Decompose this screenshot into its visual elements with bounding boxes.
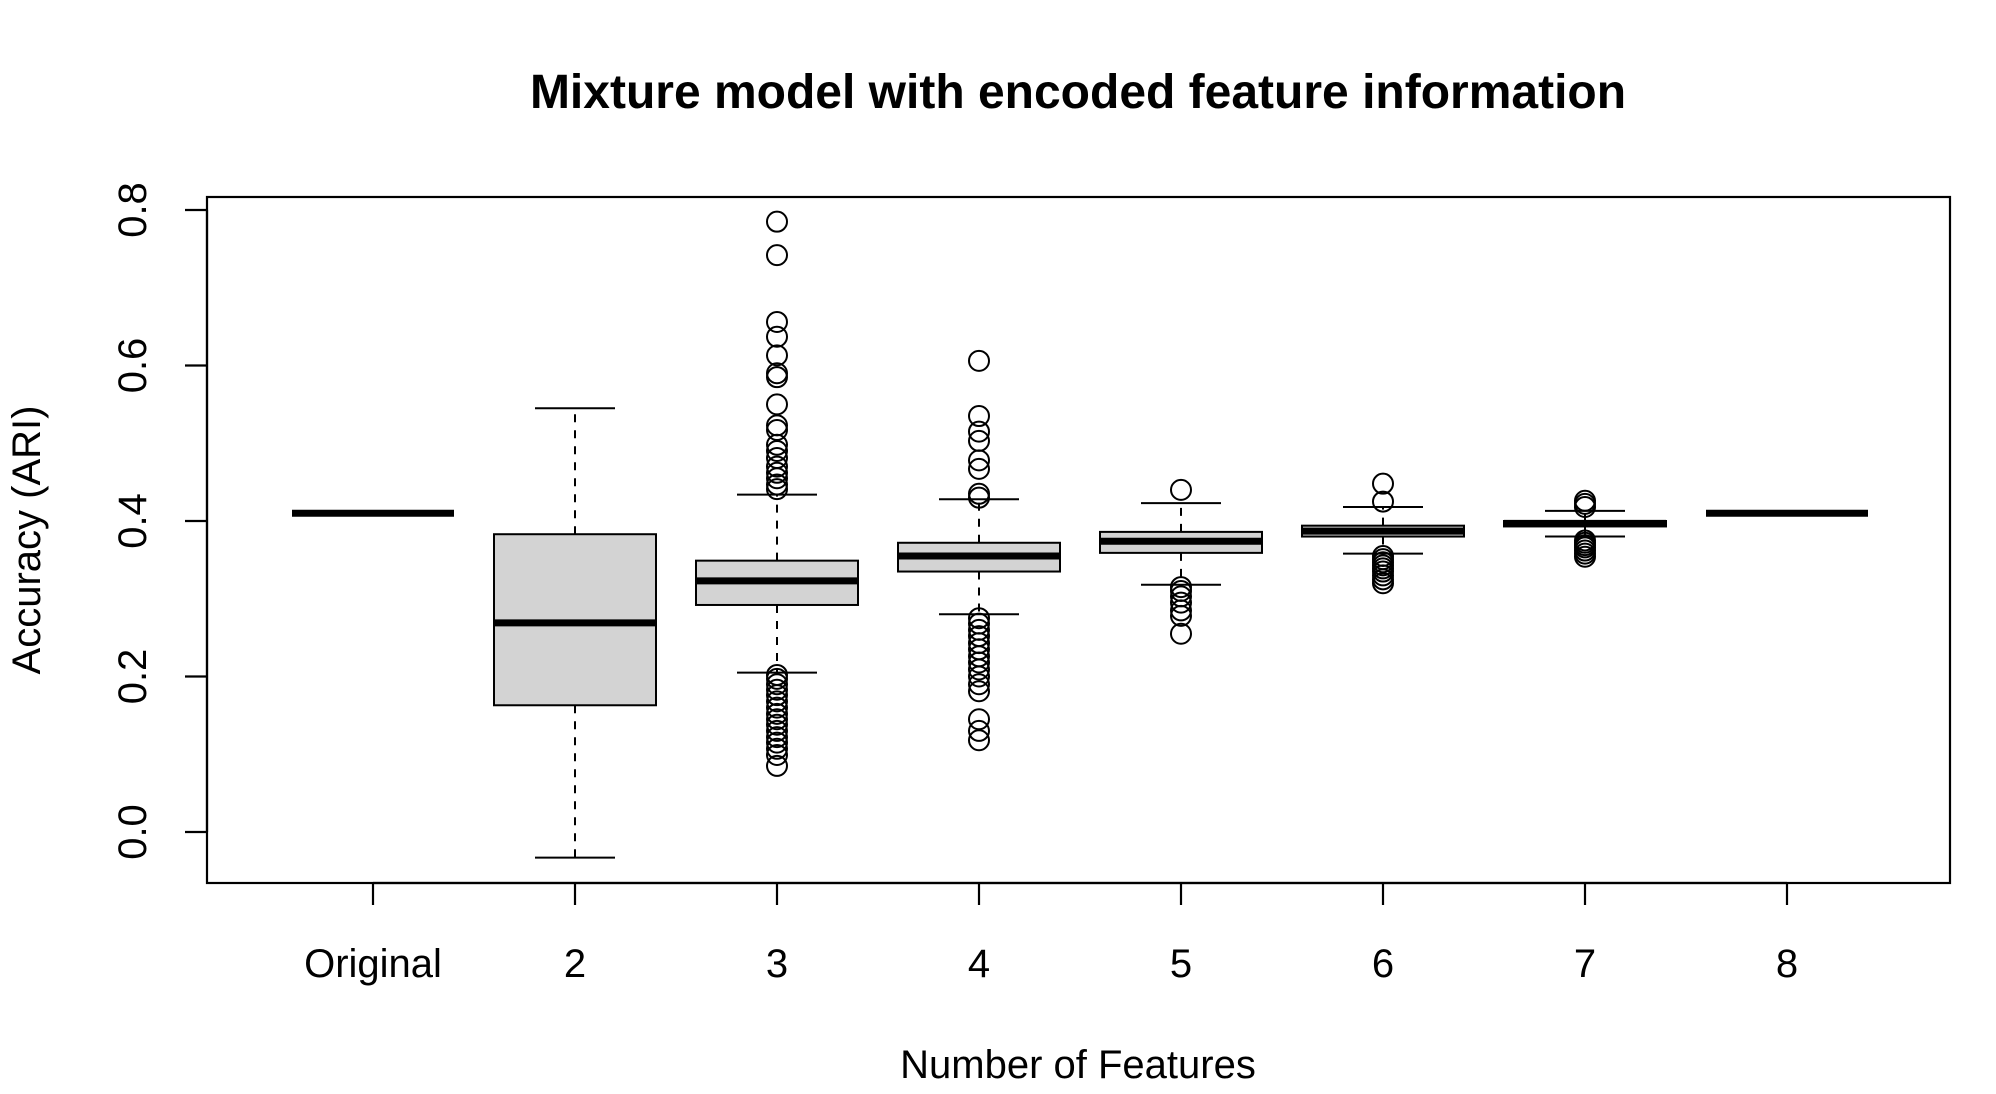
outlier-point: [968, 420, 990, 443]
chart-title: Mixture model with encoded feature infor…: [530, 66, 1626, 119]
box-6: [1301, 472, 1465, 595]
outlier-point: [766, 696, 788, 719]
y-tick-label: 0.6: [111, 338, 155, 394]
outlier-point: [766, 455, 788, 478]
x-tick-label: 8: [1776, 942, 1798, 986]
box-2: [493, 407, 657, 859]
x-tick-label: 6: [1372, 942, 1394, 986]
x-tick-label: 3: [766, 942, 788, 986]
outlier-point: [968, 405, 990, 428]
outlier-point: [766, 673, 788, 696]
y-tick-label: 0.0: [111, 804, 155, 860]
y-tick-label: 0.2: [111, 649, 155, 705]
outlier-point: [766, 737, 788, 760]
outlier-point: [1574, 496, 1596, 519]
outlier-point: [1170, 478, 1192, 501]
outlier-point: [766, 473, 788, 496]
outlier-point: [1372, 490, 1394, 513]
outlier-point: [1170, 591, 1192, 614]
y-tick-label: 0.8: [111, 182, 155, 238]
box-7: [1503, 489, 1667, 568]
outlier-point: [766, 325, 788, 348]
outlier-point: [1170, 599, 1192, 622]
outlier-point: [766, 433, 788, 456]
outlier-point: [766, 731, 788, 754]
x-tick-label: 7: [1574, 942, 1596, 986]
outlier-point: [766, 708, 788, 731]
x-tick-label: 2: [564, 942, 586, 986]
outlier-point: [766, 366, 788, 389]
outlier-point: [1170, 604, 1192, 627]
y-axis-label: Accuracy (ARI): [5, 406, 49, 675]
outlier-point: [968, 658, 990, 681]
outlier-point: [766, 461, 788, 484]
x-axis: Original 2 3 4 5 6 7 8: [304, 881, 1798, 986]
outlier-point: [968, 719, 990, 742]
outlier-point: [766, 344, 788, 367]
x-tick-label: 5: [1170, 942, 1192, 986]
outlier-point: [968, 665, 990, 688]
y-tick-label: 0.4: [111, 493, 155, 549]
outlier-point: [766, 754, 788, 777]
outlier-point: [766, 310, 788, 333]
outlier-point: [1372, 472, 1394, 495]
outlier-point: [766, 478, 788, 501]
outlier-point: [766, 440, 788, 463]
x-axis-label: Number of Features: [900, 1043, 1256, 1087]
box-3: [695, 210, 859, 777]
outlier-point: [1170, 622, 1192, 645]
boxes-layer: [292, 210, 1868, 859]
outlier-point: [766, 678, 788, 701]
box-5: [1099, 478, 1263, 645]
outlier-point: [968, 729, 990, 752]
outlier-point: [766, 726, 788, 749]
outlier-point: [766, 244, 788, 267]
outlier-point: [766, 684, 788, 707]
outlier-point: [968, 607, 990, 630]
outlier-point: [766, 713, 788, 736]
outlier-point: [968, 680, 990, 703]
outlier-point: [968, 349, 990, 372]
outlier-point: [968, 651, 990, 674]
outlier-point: [766, 467, 788, 490]
outlier-point: [766, 667, 788, 690]
outlier-point: [766, 690, 788, 713]
box-4: [897, 349, 1061, 752]
outlier-point: [766, 702, 788, 725]
outlier-point: [1372, 572, 1394, 595]
outlier-point: [766, 719, 788, 742]
outlier-point: [968, 457, 990, 480]
outlier-point: [968, 673, 990, 696]
outlier-point: [1574, 545, 1596, 568]
outlier-point: [766, 210, 788, 233]
x-tick-label: 4: [968, 942, 990, 986]
outlier-point: [968, 449, 990, 472]
outlier-point: [968, 486, 990, 509]
outlier-point: [766, 744, 788, 767]
x-tick-label: Original: [304, 942, 442, 986]
y-axis: 0.0 0.2 0.4 0.6 0.8: [111, 182, 209, 860]
